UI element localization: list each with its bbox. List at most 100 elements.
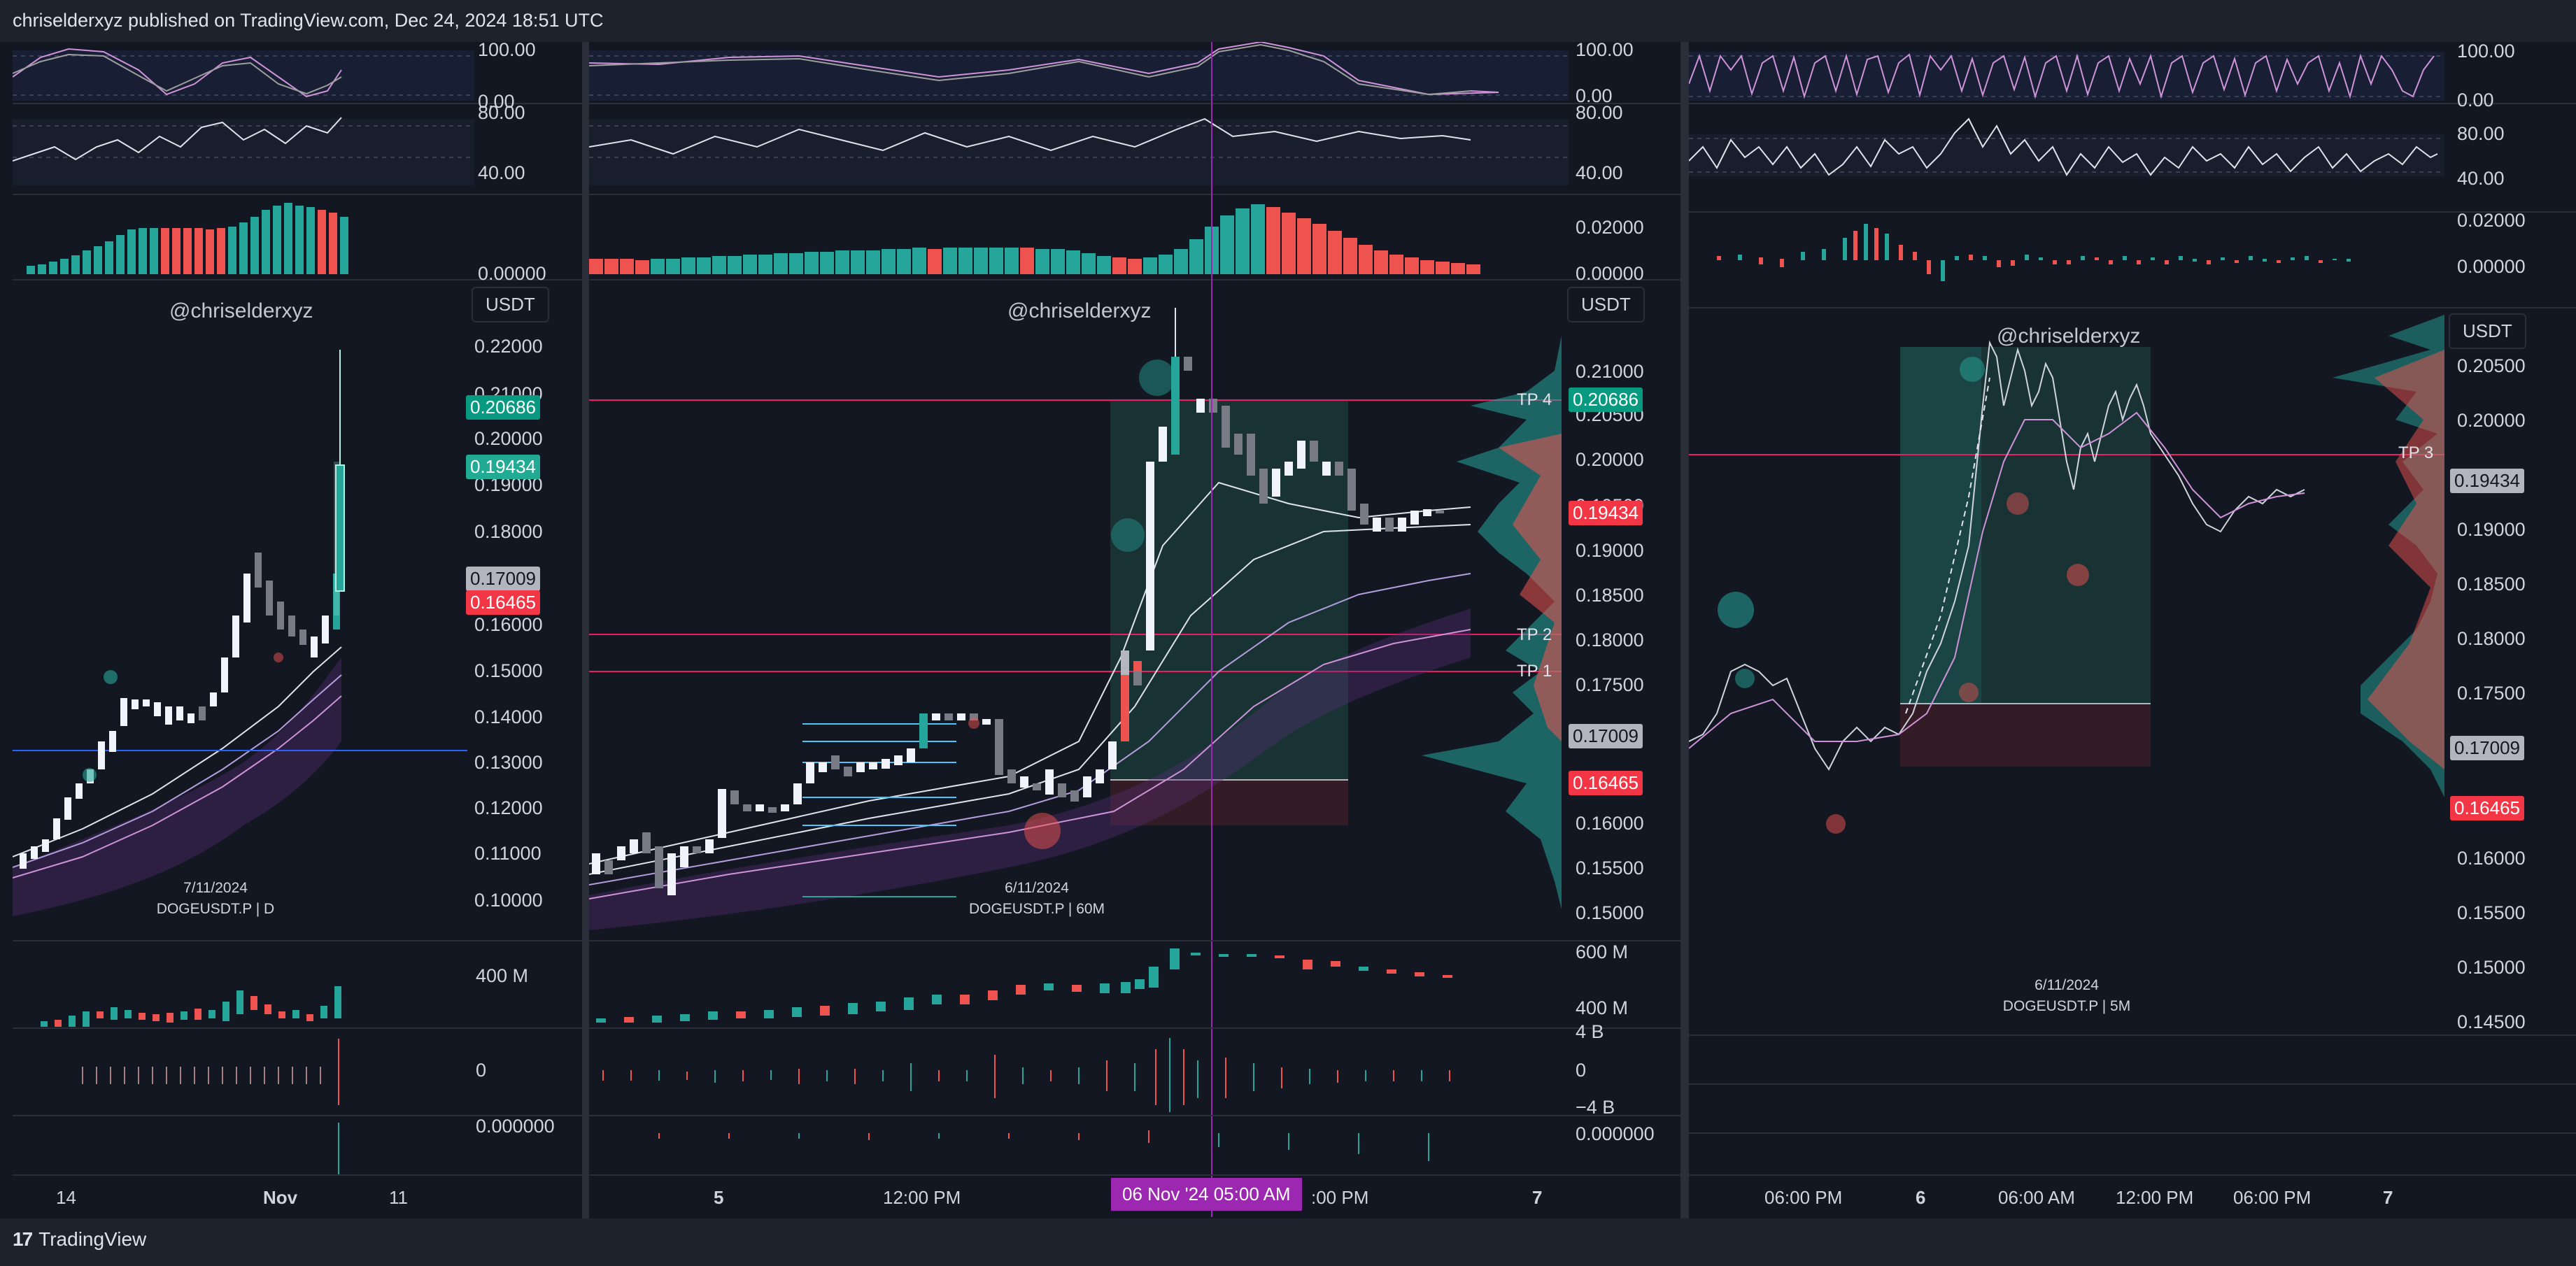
entry-price-tag: 0.17009 [466, 567, 540, 591]
tradingview-logo[interactable]: 17 TradingView [13, 1228, 146, 1251]
time-axis-label: 06:00 AM [1998, 1187, 2075, 1208]
osc-axis-label: 4 B [1576, 1021, 1604, 1042]
price-axis-label: 0.20000 [1576, 449, 1644, 470]
last-price-tag: 0.19434 [1569, 501, 1643, 525]
caption-date: 6/11/2024 [2034, 977, 2099, 993]
price-axis-label: 0.16000 [2457, 848, 2526, 869]
hourly-candles [592, 308, 1444, 895]
currency-selector[interactable]: USDT [1567, 287, 1645, 322]
currency-selector[interactable]: USDT [2449, 313, 2526, 349]
oscillator-ticks [658, 1130, 1429, 1161]
rsi-axis-100: 100.00 [2457, 42, 2515, 62]
stoch-axis-80: 80.00 [2457, 123, 2505, 144]
rsi-axis-0: 0.00 [2457, 90, 2494, 111]
author-watermark: @chriselderxyz [1997, 325, 2141, 348]
tp4-price-tag: 0.20686 [1569, 387, 1643, 412]
hourly-chart-drawing [589, 42, 1680, 1217]
macd-histogram [589, 204, 1480, 274]
time-axis-label: 5 [714, 1187, 724, 1208]
tp1-label: TP 1 [1517, 662, 1552, 681]
time-axis-label: Nov [263, 1187, 298, 1208]
time-axis-label: 7 [1532, 1187, 1543, 1208]
price-axis-label: 0.10000 [474, 890, 543, 911]
price-axis-label: 0.15000 [474, 660, 543, 681]
stoch-axis-40: 40.00 [478, 162, 525, 183]
osc-axis-label: 0.000000 [476, 1116, 555, 1137]
crosshair-time-label: 06 Nov '24 05:00 AM [1111, 1178, 1302, 1211]
panel-divider[interactable] [582, 42, 589, 1218]
daily-chart-drawing [13, 48, 582, 1176]
price-axis-label: 0.22000 [474, 336, 543, 357]
volume-profile [2333, 315, 2444, 797]
price-axis-label: 0.18000 [1576, 630, 1644, 650]
osc-axis-label: −4 B [1576, 1097, 1615, 1118]
macd-axis-label: 0.02000 [1576, 217, 1644, 238]
osc-axis-label: 0 [1576, 1060, 1587, 1081]
tp4-label: TP 4 [1517, 390, 1552, 409]
currency-selector[interactable]: USDT [472, 287, 549, 322]
chart-caption: 6/11/2024 DOGEUSDT.P | 60M [953, 878, 1121, 920]
stoch-axis-40: 40.00 [1576, 162, 1623, 183]
chart-caption: 7/11/2024 DOGEUSDT.P | D [146, 878, 285, 920]
macd-histogram [27, 203, 348, 274]
price-axis-label: 0.17500 [2457, 683, 2526, 704]
stoch-axis-80: 80.00 [478, 102, 525, 123]
price-axis-label: 0.18500 [1576, 585, 1644, 606]
rsi-axis-0: 0.00 [1576, 85, 1613, 106]
stop-price-tag: 0.16465 [2450, 796, 2524, 820]
price-axis-label: 0.15500 [1576, 858, 1644, 879]
tradingview-footer: 17 TradingView [0, 1218, 2576, 1266]
price-axis-label: 0.20000 [2457, 410, 2526, 431]
time-axis-label: 06:00 PM [2233, 1187, 2312, 1208]
stoch-axis-40: 40.00 [2457, 168, 2505, 189]
time-axis-label: 12:00 PM [883, 1187, 961, 1208]
rsi-axis-0: 0.00 [478, 91, 515, 112]
volume-axis-label: 400 M [1576, 997, 1629, 1018]
tp3-label: TP 3 [2398, 443, 2434, 462]
price-axis-label: 0.20000 [474, 428, 543, 449]
publish-info-text: chriselderxyz published on TradingView.c… [13, 10, 604, 31]
caption-date: 7/11/2024 [183, 880, 248, 896]
time-axis-label: 14 [56, 1187, 76, 1208]
price-axis-label: 0.14500 [2457, 1011, 2526, 1032]
panel-divider[interactable] [1680, 42, 1689, 1218]
price-axis-label: 0.18500 [2457, 574, 2526, 595]
chart-caption: 6/11/2024 DOGEUSDT.P | 5M [1983, 975, 2151, 1017]
caption-symbol: DOGEUSDT.P | 5M [2002, 998, 2131, 1014]
price-axis-label: 0.19000 [1576, 540, 1644, 561]
volume-bars [596, 948, 1452, 1023]
chart-panel-hourly[interactable]: 100.00 0.00 80.00 40.00 0.02000 0.00000 … [589, 42, 1680, 1217]
daily-candles [20, 350, 345, 869]
caption-date: 6/11/2024 [1005, 880, 1069, 896]
price-axis-label: 0.14000 [474, 706, 543, 727]
tp2-label: TP 2 [1517, 625, 1552, 644]
price-axis-label: 0.15000 [2457, 957, 2526, 978]
entry-price-tag: 0.17009 [2450, 736, 2524, 760]
price-axis-label: 0.16000 [474, 614, 543, 635]
volume-axis-label: 400 M [476, 965, 529, 986]
chart-panel-5min[interactable]: 100.00 0.00 80.00 40.00 0.02000 0.00000 … [1689, 42, 2576, 1217]
author-watermark: @chriselderxyz [1007, 299, 1152, 322]
price-axis-label: 0.17500 [1576, 674, 1644, 695]
time-axis-label: 06:00 PM [1764, 1187, 1843, 1208]
tradingview-logo-icon: 17 [13, 1228, 33, 1250]
macd-axis-label: 0.00000 [2457, 256, 2526, 277]
macd-histogram [1717, 224, 2351, 281]
osc-axis-label: 0.000000 [1576, 1123, 1655, 1144]
time-axis-label: 11 [389, 1187, 408, 1208]
delta-ticks [82, 1039, 339, 1105]
chart-panel-daily[interactable]: 100.00 0.00 80.00 40.00 0.00000 @chrisel… [13, 42, 582, 1217]
price-axis-label: 0.18000 [2457, 628, 2526, 649]
price-axis-label: 0.12000 [474, 797, 543, 818]
price-axis-label: 0.16000 [1576, 813, 1644, 834]
volume-bars [41, 986, 341, 1027]
author-watermark: @chriselderxyz [169, 299, 313, 322]
last-price-tag: 0.19434 [2450, 469, 2524, 493]
5min-chart-drawing [1689, 52, 2576, 1176]
stop-price-tag: 0.16465 [1569, 771, 1643, 795]
macd-axis-label: 0.00000 [1576, 263, 1644, 284]
price-axis-label: 0.20500 [2457, 355, 2526, 376]
tp4-price-tag: 0.20686 [466, 395, 540, 420]
time-axis-label: 12:00 PM [2116, 1187, 2194, 1208]
delta-ticks [602, 1038, 1450, 1112]
